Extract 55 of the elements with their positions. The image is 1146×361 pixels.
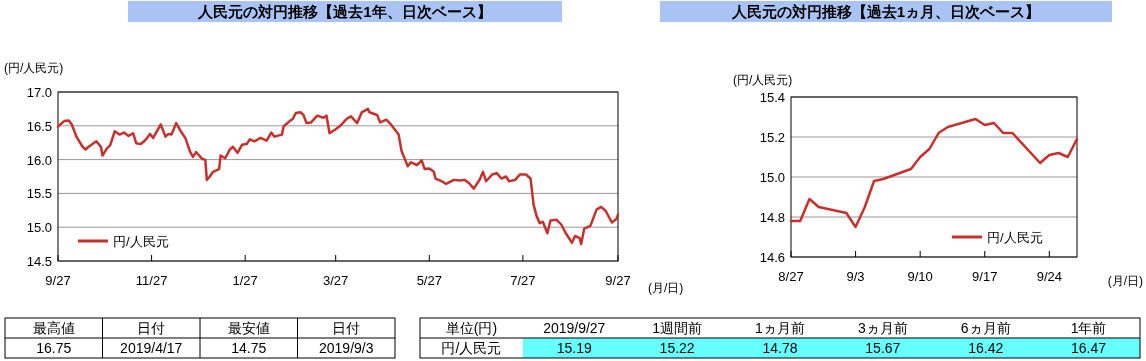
y-tick-label: 14.6 xyxy=(759,250,785,265)
x-tick-label: 9/17 xyxy=(972,269,998,284)
x-tick-label: 7/27 xyxy=(510,273,536,288)
x-tick-label: 11/27 xyxy=(135,273,168,288)
y-tick-label: 14.5 xyxy=(26,254,52,269)
category-label: 1年前 xyxy=(1070,320,1107,336)
line-series xyxy=(56,107,620,246)
y-tick-label: 15.4 xyxy=(759,90,785,105)
x-tick-label: 8/27 xyxy=(778,269,804,284)
series-label: 円/人民元 xyxy=(441,340,502,356)
text: 単位(円) xyxy=(445,320,498,336)
chart-title: 人民元の対円推移【過去1年、日次ベース】 xyxy=(197,3,492,20)
category-label: 2019/9/27 xyxy=(543,320,606,336)
category-label: 3ヵ月前 xyxy=(857,320,908,336)
y-tick-label: 16.5 xyxy=(26,118,52,134)
text: 14.75 xyxy=(231,340,267,356)
category-label: 6ヵ月前 xyxy=(960,320,1011,336)
category-label: 1ヵ月前 xyxy=(755,320,805,336)
y-tick-label: 15.0 xyxy=(759,170,785,185)
x-tick-label: 1/27 xyxy=(232,273,258,288)
x-tick-label: 9/24 xyxy=(1036,269,1062,284)
data-label: 16.42 xyxy=(968,340,1004,356)
y-tick-label: 15.5 xyxy=(26,186,52,202)
x-axis-title: (月/日) xyxy=(648,281,684,295)
x-tick-label: 5/27 xyxy=(416,273,442,288)
data-label: 15.22 xyxy=(659,340,695,356)
category-label: 日付 xyxy=(137,320,166,336)
chart-title: 人民元の対円推移【過去1ヵ月、日次ベース】 xyxy=(730,3,1041,20)
category-label: 最安値 xyxy=(227,320,270,336)
y-axis-title: (円/人民元) xyxy=(4,61,64,75)
y-tick-label: 14.8 xyxy=(759,210,785,225)
x-tick-label: 9/27 xyxy=(45,273,71,288)
y-tick-label: 17.0 xyxy=(26,85,52,100)
x-tick-label: 9/27 xyxy=(605,273,631,288)
legend-label: 円/人民元 xyxy=(987,230,1043,245)
y-tick-label: 15.0 xyxy=(26,220,52,236)
data-label: 16.47 xyxy=(1071,340,1107,356)
x-tick-label: 9/3 xyxy=(846,269,865,284)
x-tick-label: 9/10 xyxy=(907,269,933,284)
y-tick-label: 15.2 xyxy=(759,130,785,145)
data-label: 15.67 xyxy=(865,340,901,356)
text: 16.75 xyxy=(36,340,72,356)
legend-label: 円/人民元 xyxy=(113,234,169,249)
category-label: 1週間前 xyxy=(652,320,703,336)
line-series xyxy=(789,117,1079,229)
text: 2019/4/17 xyxy=(120,340,183,356)
y-tick-label: 16.0 xyxy=(26,152,52,168)
x-axis-title: (月/日) xyxy=(1107,274,1143,288)
data-label: 15.19 xyxy=(556,340,593,356)
text: 2019/9/3 xyxy=(319,340,374,356)
category-label: 日付 xyxy=(332,320,361,336)
x-tick-label: 3/27 xyxy=(323,273,349,288)
data-label: 14.78 xyxy=(762,340,798,356)
category-label: 最高値 xyxy=(32,320,75,336)
y-axis-title: (円/人民元) xyxy=(733,73,793,87)
